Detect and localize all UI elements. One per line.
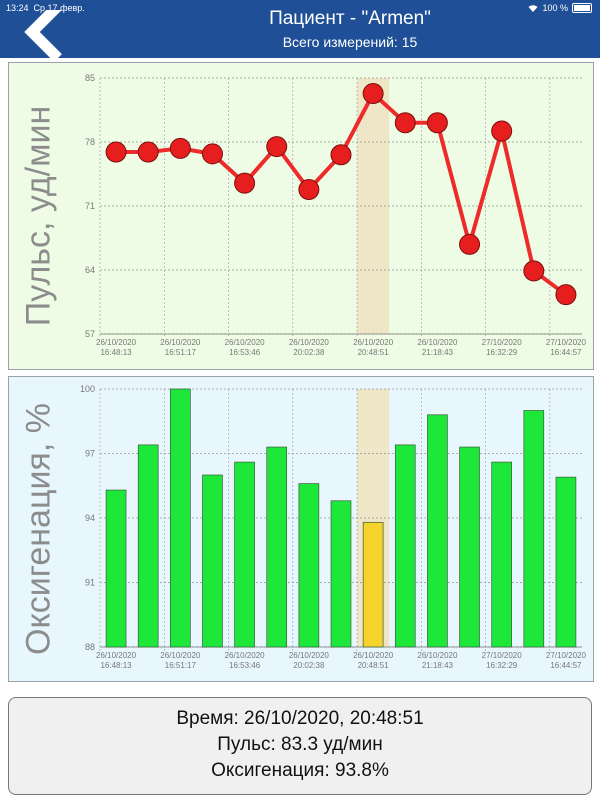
oxygen-x-tick-date: 27/10/2020 — [546, 651, 587, 660]
oxygen-bar — [362, 521, 384, 648]
pulse-x-tick-time: 16:48:13 — [100, 348, 132, 357]
pulse-data-point — [362, 83, 384, 105]
pulse-x-tick-time: 16:32:29 — [486, 348, 518, 357]
oxygen-bar — [491, 461, 512, 648]
oxygen-x-tick-date: 26/10/2020 — [225, 651, 266, 660]
pulse-data-point — [105, 141, 127, 163]
pulse-x-tick-date: 26/10/2020 — [417, 338, 458, 347]
pulse-data-point — [266, 136, 288, 158]
oxygen-bar — [523, 410, 545, 648]
oxygen-y-tick-label: 91 — [85, 578, 95, 588]
pulse-y-tick-label: 64 — [85, 265, 95, 275]
back-chevron-icon[interactable] — [18, 10, 78, 58]
oxygen-bar — [137, 444, 159, 648]
oxygen-bar — [394, 444, 416, 648]
pulse-data-point — [555, 284, 577, 306]
info-pulse: Пульс: 83.3 уд/мин — [217, 734, 383, 755]
pulse-x-tick-time: 16:53:46 — [229, 348, 261, 357]
pulse-x-tick-date: 26/10/2020 — [289, 338, 330, 347]
battery-icon — [572, 3, 592, 13]
oxygen-x-tick-time: 16:51:17 — [165, 661, 197, 670]
oxygen-chart-panel[interactable]: Оксигенация, % 100 97 94 91 88 26/10/2020 16:4… — [8, 376, 594, 682]
measurement-count: Всего измерений: 15 — [282, 34, 418, 50]
pulse-x-tick-date: 26/10/2020 — [353, 338, 394, 347]
oxygen-x-tick-date: 26/10/2020 — [417, 651, 458, 660]
pulse-y-tick-label: 85 — [85, 73, 95, 83]
oxygen-chart[interactable]: 1009794918826/10/202016:48:1326/10/20201… — [9, 377, 593, 681]
pulse-x-tick-date: 26/10/2020 — [96, 338, 137, 347]
oxygen-x-tick-date: 26/10/2020 — [96, 651, 137, 660]
oxygen-x-tick-time: 21:18:43 — [422, 661, 454, 670]
oxygen-x-tick-date: 26/10/2020 — [353, 651, 394, 660]
pulse-data-point — [491, 120, 513, 142]
pulse-chart-panel[interactable]: Пульс, уд/мин 85 78 71 64 57 26/10/2020 16:48:… — [8, 62, 594, 370]
oxygen-bar — [330, 500, 352, 648]
pulse-data-point — [426, 112, 448, 134]
oxygen-x-tick-time: 16:48:13 — [100, 661, 132, 670]
oxygen-bar — [298, 483, 320, 648]
pulse-y-tick-label: 78 — [85, 137, 95, 147]
oxygen-bar — [459, 446, 480, 648]
oxygen-bar — [202, 474, 223, 648]
oxygen-x-tick-time: 16:53:46 — [229, 661, 261, 670]
pulse-data-point — [234, 172, 256, 194]
oxygen-x-tick-time: 16:32:29 — [486, 661, 518, 670]
oxygen-y-tick-label: 94 — [85, 513, 95, 523]
status-clock: 13:24 — [6, 3, 29, 13]
oxygen-bar — [427, 414, 448, 648]
oxygen-x-tick-date: 27/10/2020 — [482, 651, 523, 660]
pulse-y-tick-label: 71 — [85, 201, 95, 211]
pulse-data-point — [201, 143, 223, 165]
oxygen-y-tick-label: 100 — [80, 384, 95, 394]
pulse-data-point — [330, 144, 352, 166]
status-time: 13:24 Ср 17 февр. — [6, 0, 85, 16]
pulse-x-tick-time: 16:51:17 — [165, 348, 197, 357]
battery-percent: 100 % — [542, 3, 568, 13]
header: 13:24 Ср 17 февр. 100 % Пациент - "Armen… — [0, 0, 600, 58]
pulse-x-tick-time: 16:44:57 — [550, 348, 582, 357]
pulse-data-point — [523, 260, 545, 282]
pulse-chart[interactable]: 857871645726/10/202016:48:1326/10/202016… — [9, 63, 593, 369]
page-title: Пациент - "Armen" — [269, 8, 431, 29]
pulse-data-point — [137, 141, 159, 163]
status-bar: 13:24 Ср 17 февр. 100 % — [0, 0, 600, 16]
oxygen-bar — [555, 476, 577, 648]
pulse-x-tick-time: 20:48:51 — [358, 348, 390, 357]
pulse-data-point — [394, 112, 416, 134]
oxygen-x-tick-date: 26/10/2020 — [289, 651, 330, 660]
selected-measurement-info: Время: 26/10/2020, 20:48:51 Пульс: 83.3 … — [8, 697, 592, 795]
pulse-data-point — [169, 137, 191, 159]
info-oxygen: Оксигенация: 93.8% — [211, 760, 389, 781]
pulse-data-point — [459, 233, 481, 255]
pulse-x-tick-date: 27/10/2020 — [546, 338, 587, 347]
oxygen-y-tick-label: 97 — [85, 449, 95, 459]
info-time: Время: 26/10/2020, 20:48:51 — [176, 708, 424, 729]
oxygen-y-tick-label: 88 — [85, 642, 95, 652]
oxygen-x-tick-time: 16:44:57 — [550, 661, 582, 670]
oxygen-bar — [234, 461, 255, 648]
pulse-x-tick-date: 27/10/2020 — [482, 338, 523, 347]
oxygen-bar — [105, 489, 127, 648]
pulse-x-tick-time: 21:18:43 — [422, 348, 454, 357]
wifi-icon — [528, 5, 538, 12]
oxygen-x-tick-time: 20:48:51 — [358, 661, 390, 670]
pulse-x-tick-date: 26/10/2020 — [160, 338, 201, 347]
oxygen-x-tick-time: 20:02:38 — [293, 661, 325, 670]
status-right: 100 % — [528, 0, 592, 16]
pulse-y-tick-label: 57 — [85, 329, 95, 339]
oxygen-bar — [266, 446, 288, 648]
oxygen-x-tick-date: 26/10/2020 — [160, 651, 201, 660]
oxygen-bar — [170, 388, 191, 648]
pulse-x-tick-date: 26/10/2020 — [225, 338, 266, 347]
pulse-data-point — [298, 179, 320, 201]
status-date: Ср 17 февр. — [33, 3, 85, 13]
pulse-x-tick-time: 20:02:38 — [293, 348, 325, 357]
